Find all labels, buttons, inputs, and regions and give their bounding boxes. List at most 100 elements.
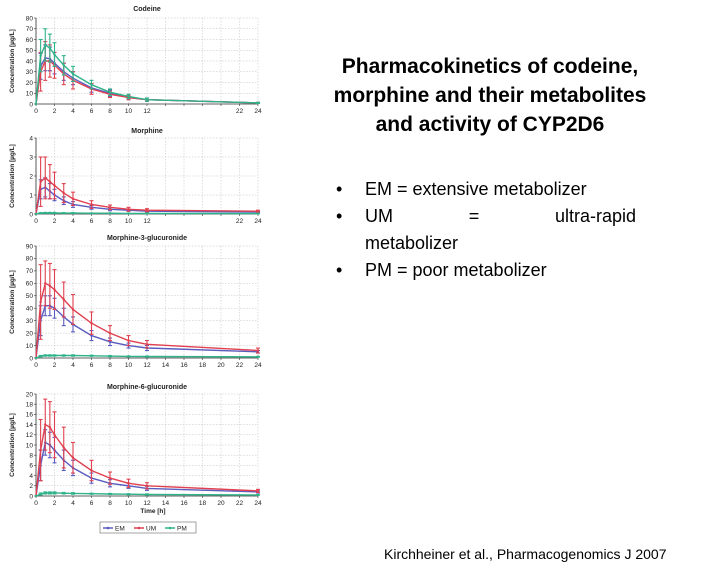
y-tick-label: 0: [29, 355, 33, 362]
y-tick-label: 50: [26, 48, 34, 55]
bullet-em: • EM = extensive metabolizer: [336, 176, 636, 203]
series-line: [35, 60, 259, 105]
bullet-text-part: UM: [365, 206, 393, 226]
data-point: [53, 53, 56, 56]
slide-title: Pharmacokinetics of codeine, morphine an…: [280, 52, 700, 139]
x-tick-label: 8: [108, 108, 112, 115]
series-um: [34, 260, 260, 360]
x-tick-label: 0: [34, 362, 38, 369]
y-tick-label: 10: [26, 91, 34, 98]
bullet-pm: • PM = poor metabolizer: [336, 257, 636, 284]
chart-panel: Morphine-3-glucuronide010203040506070809…: [9, 235, 262, 369]
data-point: [39, 211, 42, 215]
data-point: [145, 355, 149, 358]
x-tick-label: 8: [108, 500, 112, 507]
legend-marker: [168, 526, 172, 530]
series-um: [34, 156, 260, 216]
data-point: [90, 321, 93, 325]
data-point: [34, 494, 38, 498]
series-line: [35, 441, 259, 497]
x-tick-label: 20: [217, 500, 225, 507]
x-tick-label: 2: [53, 218, 57, 225]
data-point: [145, 209, 149, 212]
x-tick-label: 4: [71, 500, 75, 507]
x-tick-label: 4: [71, 218, 75, 225]
data-point: [145, 343, 149, 346]
data-point: [256, 209, 260, 213]
data-point: [145, 484, 149, 487]
x-tick-label: 2: [53, 500, 57, 507]
x-tick-label: 6: [90, 500, 94, 507]
x-tick-label: 16: [180, 362, 188, 369]
legend-label: EM: [115, 525, 125, 532]
chart-title: Morphine-6-glucuronide: [107, 384, 187, 391]
data-point: [44, 43, 47, 47]
x-tick-label: 8: [108, 362, 112, 369]
data-point: [62, 191, 65, 195]
y-tick-label: 20: [26, 330, 34, 337]
data-point: [39, 448, 42, 452]
x-tick-label: 20: [217, 362, 225, 369]
data-point: [127, 212, 130, 215]
bullet-dot: •: [336, 260, 343, 280]
data-point: [127, 339, 130, 342]
data-point: [90, 354, 93, 357]
data-point: [71, 211, 75, 215]
x-tick-label: 24: [254, 362, 262, 369]
series-em: [34, 44, 260, 106]
x-tick-label: 4: [71, 108, 75, 115]
series-pm: [34, 354, 260, 360]
data-point: [62, 354, 65, 357]
data-point: [53, 288, 56, 291]
data-point: [48, 354, 52, 357]
y-tick-label: 4: [29, 473, 33, 480]
y-tick-label: 50: [26, 293, 34, 300]
x-tick-label: 22: [236, 108, 244, 115]
bullet-text-part: metabolizer: [365, 233, 459, 253]
data-point: [108, 206, 112, 209]
data-point: [62, 298, 65, 301]
data-point: [127, 355, 130, 358]
y-tick-label: 18: [26, 402, 34, 409]
x-tick-label: 2: [53, 108, 57, 115]
y-tick-label: 10: [26, 343, 34, 350]
legend-marker: [137, 526, 141, 530]
data-point: [108, 212, 112, 215]
y-tick-label: 2: [29, 173, 33, 180]
x-tick-label: 22: [236, 500, 244, 507]
y-tick-label: 8: [29, 453, 33, 460]
data-point: [48, 491, 52, 495]
bullet-um-line: UM = ultra-rapid: [365, 203, 636, 230]
y-tick-label: 40: [26, 58, 34, 65]
data-point: [256, 212, 260, 215]
x-tick-label: 18: [199, 362, 207, 369]
y-tick-label: 16: [26, 412, 34, 419]
x-tick-label: 0: [34, 218, 38, 225]
data-point: [44, 282, 47, 285]
data-point: [39, 300, 42, 304]
legend-marker: [106, 526, 110, 530]
series-line: [35, 423, 259, 497]
y-tick-label: 80: [26, 256, 34, 263]
data-point: [71, 197, 75, 200]
data-point: [62, 491, 65, 495]
y-tick-label: 20: [26, 391, 34, 398]
series-line: [35, 305, 259, 359]
x-tick-label: 10: [125, 362, 133, 369]
y-tick-label: 20: [26, 80, 34, 87]
x-axis-label: Time [h]: [140, 508, 165, 515]
y-tick-label: 0: [29, 211, 33, 218]
x-tick-label: 8: [108, 218, 112, 225]
y-tick-label: 30: [26, 318, 34, 325]
y-tick-label: 40: [26, 306, 34, 313]
data-point: [39, 492, 42, 496]
data-point: [48, 425, 52, 429]
y-tick-label: 30: [26, 69, 34, 76]
data-point: [90, 334, 93, 337]
bullet-text: PM = poor metabolizer: [365, 260, 547, 280]
data-point: [39, 54, 42, 57]
bullet-dot: •: [336, 206, 343, 226]
citation: Kirchheiner et al., Pharmacogenomics J 2…: [384, 546, 667, 562]
x-tick-label: 22: [236, 362, 244, 369]
data-point: [34, 212, 38, 216]
